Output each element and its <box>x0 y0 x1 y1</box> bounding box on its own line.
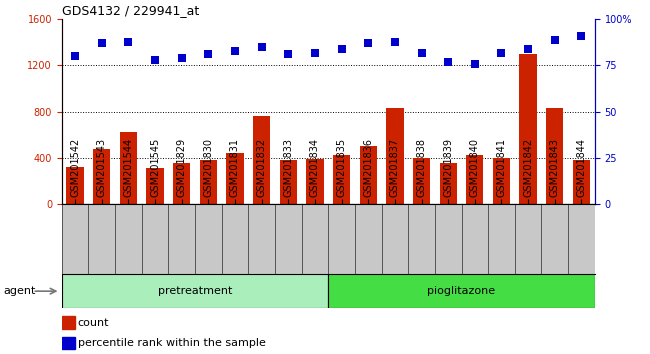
Point <box>550 37 560 42</box>
Bar <box>413 158 430 204</box>
Point <box>177 55 187 61</box>
Bar <box>280 160 297 204</box>
Bar <box>253 116 270 204</box>
Bar <box>359 146 377 204</box>
Point <box>577 33 587 39</box>
Point <box>497 50 507 56</box>
Bar <box>493 158 510 204</box>
Point <box>469 61 480 67</box>
Text: GDS4132 / 229941_at: GDS4132 / 229941_at <box>62 4 199 17</box>
Bar <box>466 155 484 204</box>
Bar <box>62 316 75 329</box>
Point <box>96 41 107 46</box>
Bar <box>226 153 244 204</box>
Point <box>256 44 267 50</box>
Bar <box>173 163 190 204</box>
Bar <box>62 337 75 349</box>
Bar <box>66 167 84 204</box>
Bar <box>62 274 328 308</box>
Point <box>203 52 213 57</box>
Point <box>443 59 454 65</box>
Bar <box>573 160 590 204</box>
Bar <box>93 149 110 204</box>
Point <box>150 57 161 63</box>
Bar <box>306 159 324 204</box>
Point <box>417 50 427 56</box>
Point <box>230 48 240 53</box>
Point <box>363 41 373 46</box>
Bar <box>328 274 595 308</box>
Point <box>337 46 347 52</box>
Point <box>124 39 134 44</box>
Point <box>523 46 533 52</box>
Bar <box>386 108 404 204</box>
Bar <box>120 132 137 204</box>
Point <box>283 52 294 57</box>
Point <box>310 50 320 56</box>
Bar <box>200 160 217 204</box>
Bar <box>439 163 457 204</box>
Text: count: count <box>78 318 109 328</box>
Bar <box>519 54 537 204</box>
Bar <box>546 108 564 204</box>
Point <box>390 39 400 44</box>
Point <box>70 53 81 59</box>
Text: agent: agent <box>3 286 36 296</box>
Bar <box>146 168 164 204</box>
Text: pioglitazone: pioglitazone <box>428 286 495 296</box>
Bar <box>333 155 350 204</box>
Text: percentile rank within the sample: percentile rank within the sample <box>78 338 266 348</box>
Text: pretreatment: pretreatment <box>158 286 232 296</box>
